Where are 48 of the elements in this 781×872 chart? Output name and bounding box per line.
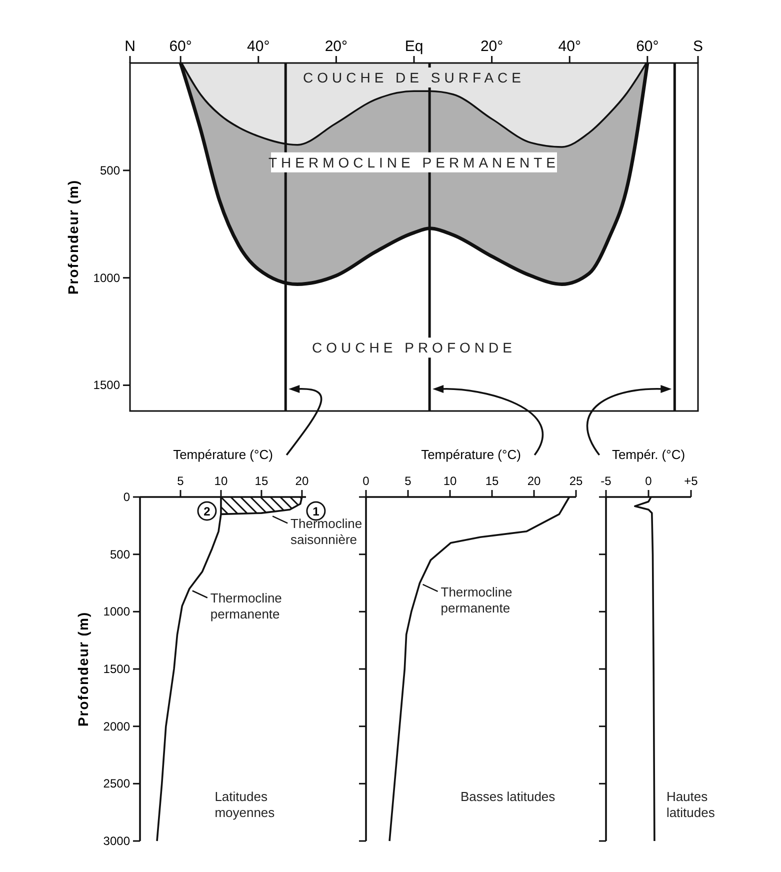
x-tick-label: 5: [404, 474, 412, 488]
y-tick-label: 0: [123, 490, 130, 504]
x-axis-title: Température (°C): [173, 447, 273, 462]
y-tick-label: 3000: [103, 834, 130, 848]
x-tick-label: 10: [214, 474, 228, 488]
x-tick-label: 5: [177, 474, 184, 488]
x-axis-title: Tempér. (°C): [612, 447, 686, 462]
x-tick-label: 25: [569, 474, 583, 488]
y-tick-label: 1500: [103, 662, 130, 676]
x-tick-label: 15: [254, 474, 268, 488]
series-label: COUCHE DE SURFACE: [302, 70, 526, 86]
x-tick-label: 40°: [558, 38, 581, 55]
y-axis-title: Profondeur (m): [75, 611, 91, 727]
annotation: Thermocline saisonnière: [290, 516, 362, 548]
x-tick-label: 20: [295, 474, 309, 488]
x-tick-label: 60°: [636, 38, 659, 55]
legend-label: 1: [312, 504, 320, 518]
y-axis-title: Profondeur (m): [65, 179, 81, 295]
x-tick-label: 20°: [480, 38, 504, 55]
annotation: COUCHE PROFONDE: [312, 340, 516, 356]
x-tick-label: 20: [527, 474, 541, 488]
x-tick-label: -5: [600, 474, 612, 488]
y-tick-label: 500: [110, 547, 130, 562]
x-tick-label: 60°: [169, 38, 192, 55]
series-label: THERMOCLINE PERMANENTE: [268, 154, 560, 170]
y-tick-label: 1000: [93, 270, 120, 285]
annotation: Thermocline permanente: [440, 584, 512, 616]
y-tick-label: 500: [100, 163, 120, 178]
x-tick-label: 0: [645, 474, 652, 488]
annotation: Basses latitudes: [460, 789, 556, 804]
annotation: Hautes latitudes: [666, 789, 716, 820]
series-label: 2: [204, 504, 211, 518]
x-tick-label: S: [692, 38, 704, 55]
x-axis-title: Température (°C): [421, 447, 521, 462]
x-tick-label: 10: [443, 474, 457, 488]
x-tick-label: 15: [485, 474, 499, 488]
annotation: Thermocline permanente: [210, 590, 282, 622]
x-tick-label: 0: [362, 474, 370, 488]
x-tick-label: 20°: [324, 38, 348, 55]
x-tick-label: +5: [684, 474, 698, 488]
y-tick-label: 2000: [103, 719, 130, 734]
annotation: Latitudes moyennes: [214, 789, 276, 820]
x-tick-label: 40°: [247, 38, 270, 55]
x-tick-label: N: [124, 38, 136, 55]
y-tick-label: 1000: [103, 604, 130, 619]
y-tick-label: 1500: [93, 378, 120, 392]
x-tick-label: Eq: [404, 38, 424, 55]
y-tick-label: 2500: [103, 776, 130, 791]
